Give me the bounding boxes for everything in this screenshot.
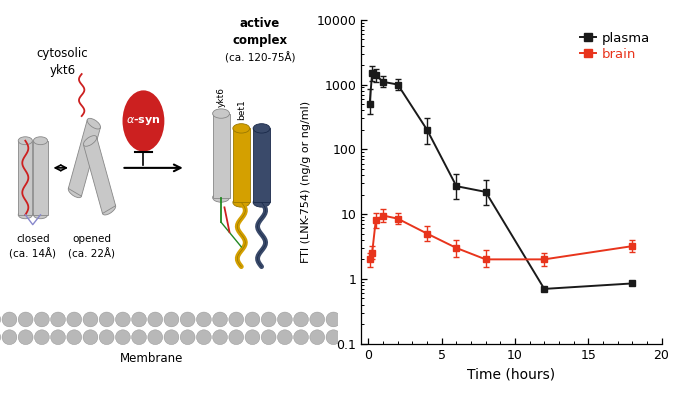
Polygon shape [18,141,32,215]
Text: ykt6: ykt6 [49,64,76,77]
Ellipse shape [51,330,65,344]
Ellipse shape [261,312,276,327]
Polygon shape [84,137,115,214]
Ellipse shape [99,312,114,327]
Polygon shape [68,120,101,196]
Ellipse shape [84,135,97,146]
Ellipse shape [277,330,292,344]
Text: (ca. 14Å): (ca. 14Å) [9,248,56,260]
Text: complex: complex [232,34,288,47]
Ellipse shape [196,330,211,344]
Ellipse shape [2,330,17,344]
Ellipse shape [180,330,195,344]
Ellipse shape [34,330,49,344]
Ellipse shape [245,312,260,327]
Ellipse shape [132,312,146,327]
Ellipse shape [229,312,244,327]
Y-axis label: FTI (LNK-754) (ng/g or ng/ml): FTI (LNK-754) (ng/g or ng/ml) [301,101,310,263]
Ellipse shape [132,330,146,344]
Polygon shape [213,114,230,198]
Ellipse shape [326,330,341,344]
Polygon shape [34,141,47,215]
Ellipse shape [83,330,98,344]
Ellipse shape [68,187,82,198]
Legend: plasma, brain: plasma, brain [575,26,655,66]
Ellipse shape [213,312,227,327]
Ellipse shape [67,312,82,327]
Text: stx5: stx5 [257,101,266,120]
Ellipse shape [34,312,49,327]
Ellipse shape [18,312,33,327]
Ellipse shape [196,312,211,327]
Ellipse shape [164,330,179,344]
Ellipse shape [229,330,244,344]
Text: ykt6: ykt6 [217,87,225,107]
Ellipse shape [253,124,270,133]
Polygon shape [233,128,250,202]
Ellipse shape [326,312,341,327]
Ellipse shape [213,193,230,202]
Ellipse shape [87,118,101,129]
Ellipse shape [213,330,227,344]
Text: (ca. 120-75Å): (ca. 120-75Å) [225,52,295,64]
Ellipse shape [18,330,33,344]
Text: active: active [240,17,280,30]
Circle shape [122,90,165,152]
Text: Membrane: Membrane [120,352,184,365]
Ellipse shape [18,137,32,145]
Ellipse shape [213,109,230,118]
Text: bet1: bet1 [237,100,246,120]
Ellipse shape [310,312,325,327]
Ellipse shape [67,330,82,344]
Ellipse shape [115,330,130,344]
Ellipse shape [83,312,98,327]
Ellipse shape [99,330,114,344]
Ellipse shape [34,211,47,219]
Text: opened: opened [72,234,111,244]
Ellipse shape [245,330,260,344]
Ellipse shape [233,198,250,207]
Ellipse shape [148,312,163,327]
Ellipse shape [180,312,195,327]
Ellipse shape [2,312,17,327]
Ellipse shape [277,312,292,327]
Ellipse shape [51,312,65,327]
Ellipse shape [233,124,250,133]
Polygon shape [253,128,270,202]
Ellipse shape [294,330,308,344]
Ellipse shape [115,312,130,327]
Ellipse shape [261,330,276,344]
Text: (ca. 22Å): (ca. 22Å) [68,248,115,260]
Ellipse shape [294,312,308,327]
Ellipse shape [18,211,32,219]
Ellipse shape [310,330,325,344]
Text: cytosolic: cytosolic [36,47,88,60]
Ellipse shape [103,204,115,215]
Ellipse shape [164,312,179,327]
Ellipse shape [253,198,270,207]
X-axis label: Time (hours): Time (hours) [467,367,556,381]
Ellipse shape [148,330,163,344]
Text: closed: closed [16,234,49,244]
Ellipse shape [34,137,47,145]
Text: $\alpha$-syn: $\alpha$-syn [126,115,161,127]
